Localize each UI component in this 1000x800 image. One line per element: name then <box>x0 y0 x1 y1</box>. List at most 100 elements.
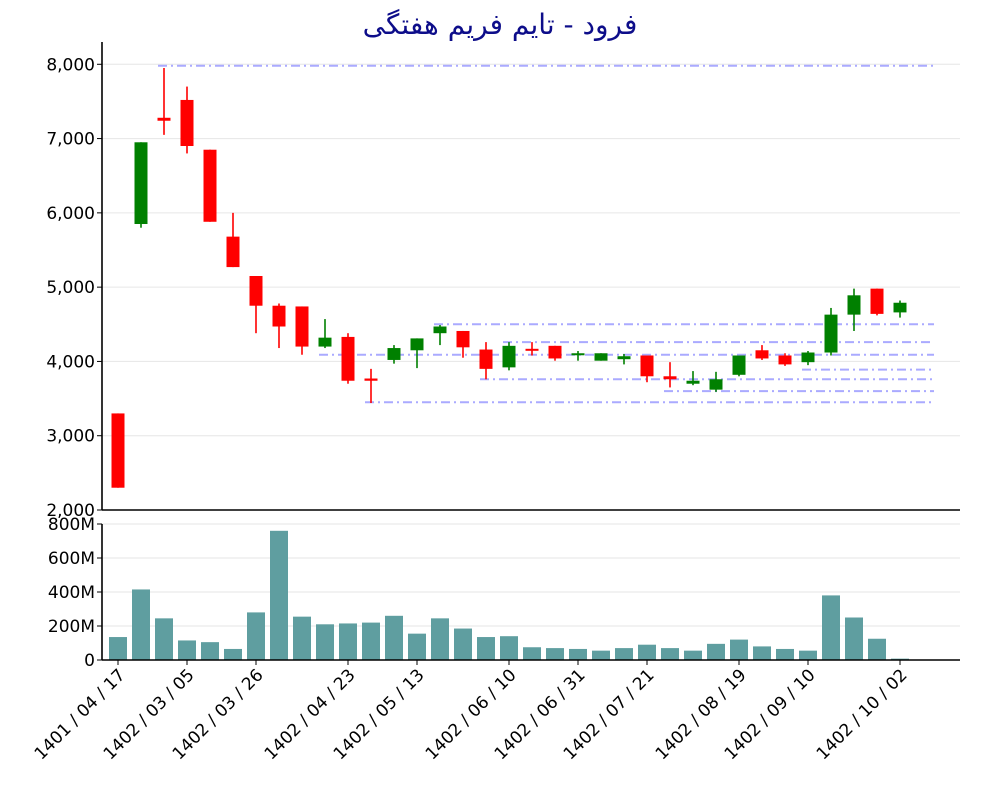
volume-bar <box>615 648 633 660</box>
candle-body <box>318 337 332 347</box>
candle-body <box>824 314 838 353</box>
candle <box>663 362 677 388</box>
volume-bar <box>293 616 311 660</box>
volume-bar <box>546 648 564 660</box>
candle <box>387 345 401 364</box>
candle <box>801 351 815 366</box>
volume-bar <box>109 637 127 660</box>
volume-bar <box>224 648 242 660</box>
volume-bar <box>661 648 679 660</box>
candle <box>341 333 355 384</box>
candle <box>318 319 332 349</box>
volume-bar <box>868 638 886 660</box>
candle-body <box>479 349 493 369</box>
volume-tick-label: 200M <box>48 617 95 637</box>
candle <box>755 345 769 360</box>
volume-bar <box>178 640 196 660</box>
candle-body <box>295 306 309 347</box>
candle-body <box>502 345 516 368</box>
candle <box>548 345 562 361</box>
candle-body <box>617 356 631 360</box>
candle <box>249 276 263 334</box>
candle-body <box>732 355 746 375</box>
volume-bar <box>132 589 150 660</box>
candle-body <box>364 378 378 381</box>
volume-bar <box>799 650 817 660</box>
candle-body <box>249 276 263 306</box>
candle <box>157 68 171 135</box>
volume-bar <box>155 618 173 660</box>
candle-body <box>801 352 815 363</box>
candle-body <box>111 413 125 488</box>
volume-bar <box>247 612 265 660</box>
candle <box>686 371 700 386</box>
volume-bar <box>201 642 219 660</box>
volume-bar <box>385 615 403 660</box>
volume-bar <box>845 617 863 660</box>
candle <box>709 371 723 392</box>
chart-title: فرود - تایم فریم هفتگی <box>362 8 638 41</box>
volume-bar <box>339 623 357 660</box>
candle-body <box>640 355 654 377</box>
candle-body <box>778 355 792 365</box>
candle-body <box>893 302 907 313</box>
price-tick-label: 3,000 <box>46 427 95 447</box>
candle-body <box>157 117 171 121</box>
candle-body <box>456 330 470 348</box>
candle-body <box>594 353 608 361</box>
candle <box>134 142 148 228</box>
volume-bar <box>362 622 380 660</box>
candle <box>479 342 493 380</box>
price-tick-label: 4,000 <box>46 352 95 372</box>
candle-body <box>755 350 769 359</box>
volume-bar <box>454 628 472 660</box>
candle <box>847 288 861 331</box>
volume-bar <box>592 650 610 660</box>
candle <box>617 354 631 365</box>
candle <box>111 413 125 488</box>
candle <box>525 342 539 356</box>
candle <box>180 86 194 154</box>
candle-body <box>203 149 217 222</box>
candle <box>433 325 447 346</box>
candle-body <box>663 376 677 380</box>
volume-bar <box>408 633 426 660</box>
candle-body <box>134 142 148 224</box>
candle <box>870 288 884 316</box>
volume-bar <box>523 647 541 660</box>
candle-body <box>709 379 723 390</box>
candles <box>111 68 907 488</box>
price-tick-label: 2,000 <box>46 501 95 521</box>
candle <box>640 355 654 383</box>
candle-body <box>433 326 447 334</box>
candle <box>778 353 792 366</box>
price-tick-label: 7,000 <box>46 130 95 150</box>
volume-bar <box>477 637 495 660</box>
price-tick-label: 6,000 <box>46 204 95 224</box>
volume-bar <box>431 618 449 660</box>
candle <box>732 355 746 377</box>
volume-tick-label: 600M <box>48 549 95 569</box>
x-tick-label: 1402 / 10 / 02 <box>813 665 912 764</box>
volume-bar <box>822 595 840 660</box>
candle-body <box>847 295 861 315</box>
volume-bar <box>500 636 518 660</box>
candle <box>824 307 838 356</box>
candle-body <box>180 99 194 146</box>
candle <box>456 330 470 358</box>
candle <box>364 368 378 404</box>
volume-tick-label: 400M <box>48 583 95 603</box>
candle-body <box>387 348 401 360</box>
level-lines <box>158 64 934 404</box>
candle <box>571 351 585 361</box>
candle-body <box>226 236 240 268</box>
volume-bar <box>776 648 794 660</box>
candle <box>272 303 286 349</box>
price-tick-label: 8,000 <box>46 55 95 75</box>
candle-body <box>870 288 884 314</box>
candle <box>226 212 240 268</box>
candle <box>594 353 608 361</box>
candle-body <box>686 380 700 384</box>
